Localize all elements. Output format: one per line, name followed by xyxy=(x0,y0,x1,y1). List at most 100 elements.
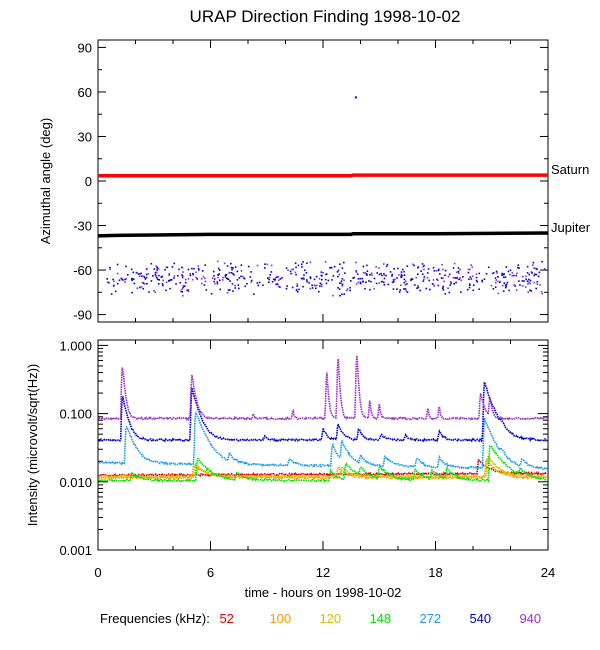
azimuth-point xyxy=(515,289,518,291)
azimuth-point xyxy=(157,282,160,285)
azimuth-point xyxy=(182,284,185,287)
azimuth-point xyxy=(460,279,463,282)
azimuth-point xyxy=(175,283,177,285)
azimuth-point xyxy=(294,262,297,264)
azimuth-point xyxy=(121,278,124,281)
azimuth-point xyxy=(442,268,444,271)
azimuth-point xyxy=(270,271,273,273)
azimuth-point xyxy=(112,285,115,287)
azimuth-point xyxy=(536,283,539,285)
azimuth-point xyxy=(305,271,308,274)
azimuth-point xyxy=(289,270,292,273)
azimuth-point xyxy=(306,279,308,281)
azimuth-point xyxy=(468,286,471,289)
azimuth-point xyxy=(499,281,501,284)
azimuth-point xyxy=(417,286,420,289)
azimuth-point xyxy=(362,265,365,268)
azimuth-point xyxy=(359,277,362,280)
series-52-khz xyxy=(98,459,547,478)
azimuth-point xyxy=(533,267,535,269)
azimuth-point xyxy=(343,279,345,282)
azimuth-point xyxy=(298,288,300,291)
azimuth-point xyxy=(349,286,351,289)
azimuth-point xyxy=(274,279,276,282)
azimuth-point xyxy=(106,281,109,284)
azimuth-point xyxy=(322,271,324,274)
azimuth-point xyxy=(197,265,200,267)
azimuth-point xyxy=(187,278,190,280)
azimuth-point xyxy=(518,267,520,269)
azimuth-point xyxy=(173,277,175,279)
series-940-trace xyxy=(98,355,547,422)
azimuth-point xyxy=(302,261,304,263)
azimuth-point xyxy=(325,273,328,275)
azimuth-point xyxy=(399,289,402,291)
azimuth-point xyxy=(262,284,264,287)
azimuth-point xyxy=(533,281,536,284)
azimuth-point xyxy=(497,276,499,278)
azimuth-point xyxy=(441,263,443,266)
azimuth-point xyxy=(494,286,497,288)
azimuth-point xyxy=(517,264,520,266)
azimuth-point xyxy=(291,286,294,289)
azimuth-point xyxy=(436,278,438,281)
azimuth-point xyxy=(204,264,207,266)
azimuth-point xyxy=(308,282,310,284)
azimuth-point xyxy=(238,277,241,279)
azimuth-point xyxy=(250,279,253,282)
azimuth-point xyxy=(227,278,230,281)
azimuth-point xyxy=(396,288,398,290)
azimuth-point xyxy=(217,267,220,270)
azimuth-point xyxy=(266,277,269,279)
azimuth-point xyxy=(526,280,529,282)
azimuth-point xyxy=(457,270,460,273)
azimuth-point xyxy=(442,277,444,280)
azimuth-point xyxy=(534,273,536,275)
azimuth-point xyxy=(514,285,516,287)
azimuth-point xyxy=(414,284,416,286)
azimuth-point xyxy=(532,264,534,266)
azimuth-point xyxy=(324,278,327,281)
azimuth-point xyxy=(432,266,435,269)
saturn-line xyxy=(98,173,548,178)
azimuth-point xyxy=(325,282,328,285)
azimuth-point xyxy=(181,274,184,277)
azimuth-point xyxy=(471,275,474,277)
azimuth-point xyxy=(108,281,110,284)
azimuth-point xyxy=(359,281,362,284)
azimuth-point xyxy=(187,268,190,271)
azimuth-point xyxy=(157,267,160,270)
azimuth-point xyxy=(130,268,133,271)
azimuth-point xyxy=(171,266,174,268)
azimuth-point xyxy=(212,270,215,273)
azimuth-point xyxy=(229,280,231,282)
azimuth-point xyxy=(368,280,370,282)
azimuth-point xyxy=(341,267,344,269)
azimuth-point xyxy=(440,277,443,279)
legend-item-120-khz: 120 xyxy=(319,611,342,626)
azimuth-point xyxy=(541,292,544,295)
azimuth-point xyxy=(237,284,240,286)
azimuth-tick-label: -90 xyxy=(73,308,92,323)
azimuth-point xyxy=(180,290,182,293)
intensity-tick-label: 0.010 xyxy=(59,475,92,490)
azimuth-point xyxy=(406,265,409,267)
azimuth-point xyxy=(180,266,183,269)
azimuth-point xyxy=(439,273,441,275)
azimuth-point xyxy=(511,274,514,277)
azimuth-point xyxy=(476,280,479,283)
azimuth-point xyxy=(294,271,297,274)
azimuth-point xyxy=(216,282,219,285)
azimuth-point xyxy=(534,267,537,270)
azimuth-point xyxy=(346,288,349,290)
azimuth-point xyxy=(189,272,191,275)
azimuth-point xyxy=(240,270,243,272)
azimuth-point xyxy=(109,266,111,269)
azimuth-point xyxy=(386,263,389,266)
azimuth-point xyxy=(353,276,356,279)
azimuth-point xyxy=(187,290,190,293)
azimuth-tick-label: 30 xyxy=(78,129,92,144)
azimuth-point xyxy=(249,276,252,278)
azimuth-point xyxy=(369,274,371,276)
azimuth-point xyxy=(332,275,335,277)
